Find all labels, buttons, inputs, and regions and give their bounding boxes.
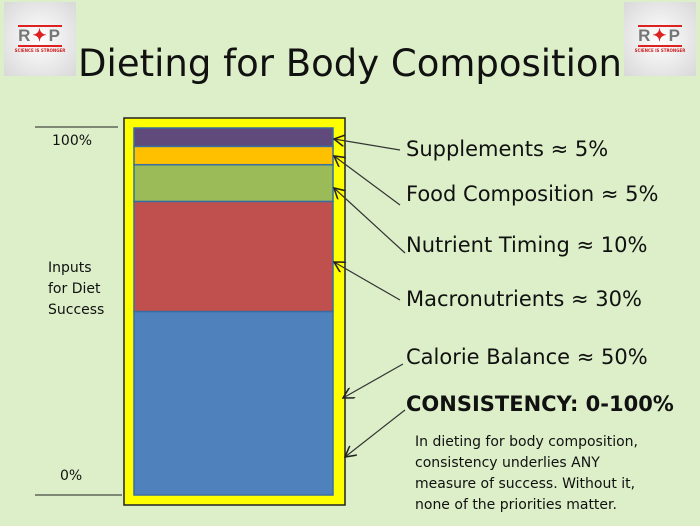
bar-segment-nutrient-timing bbox=[133, 163, 334, 203]
rp-logo-right: R✦P SCIENCE IS STRONGER bbox=[624, 2, 696, 76]
label-consistency: CONSISTENCY: 0-100% bbox=[406, 392, 674, 416]
arrow-calories bbox=[343, 363, 404, 398]
note-line: none of the priorities matter. bbox=[415, 497, 617, 513]
arrow-supplements bbox=[334, 139, 401, 151]
axis-label: Inputs for Diet Success bbox=[48, 258, 104, 321]
note-line: consistency underlies ANY bbox=[415, 455, 600, 471]
note-line: measure of success. Without it, bbox=[415, 476, 636, 492]
axis-label-line: for Diet bbox=[48, 281, 101, 297]
bar-segment-calorie-balance bbox=[133, 310, 334, 496]
arrow-timing bbox=[334, 188, 406, 254]
arrow-consistency bbox=[345, 409, 406, 457]
label-calorie-balance: Calorie Balance ≈ 50% bbox=[406, 345, 648, 369]
arrow-food bbox=[334, 156, 401, 206]
slide-title: Dieting for Body Composition bbox=[78, 42, 622, 85]
note-line: In dieting for body composition, bbox=[415, 434, 639, 450]
label-supplements: Supplements ≈ 5% bbox=[406, 137, 609, 161]
label-food-composition: Food Composition ≈ 5% bbox=[406, 182, 659, 206]
consistency-note: In dieting for body composition, consist… bbox=[415, 432, 638, 516]
rp-logo-left: R✦P SCIENCE IS STRONGER bbox=[4, 2, 76, 76]
axis-label-line: Success bbox=[48, 302, 105, 318]
axis-top-label: 100% bbox=[52, 133, 93, 149]
axis-label-line: Inputs bbox=[48, 260, 92, 276]
bar-segment-food-composition bbox=[133, 145, 334, 166]
arrow-macros bbox=[334, 262, 401, 301]
label-macronutrients: Macronutrients ≈ 30% bbox=[406, 287, 642, 311]
axis-bottom-label: 0% bbox=[60, 468, 83, 484]
bar-segment-supplements bbox=[133, 127, 334, 148]
bar-segment-macronutrients bbox=[133, 200, 334, 313]
label-nutrient-timing: Nutrient Timing ≈ 10% bbox=[406, 233, 648, 257]
